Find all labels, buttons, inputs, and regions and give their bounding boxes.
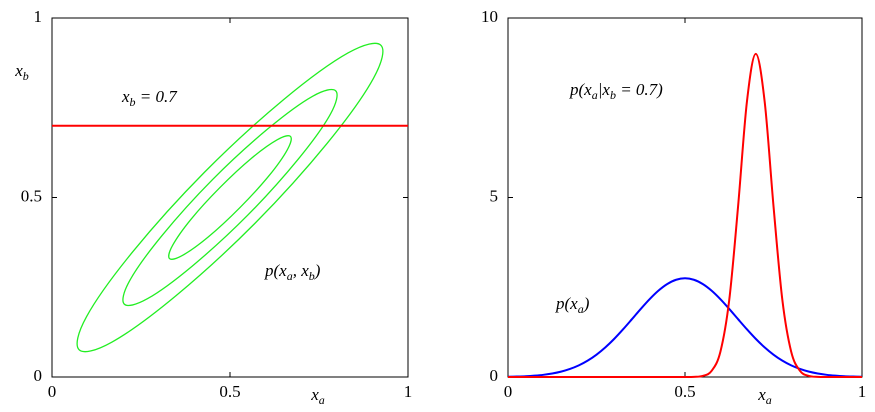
plot-frame — [51, 17, 409, 378]
y-tick-label: 5 — [490, 186, 499, 205]
text-part: a — [578, 302, 584, 316]
text-part: = 0.7 — [136, 87, 179, 106]
annotation: p(xa) — [555, 294, 590, 316]
text-part: b — [23, 69, 29, 83]
y-tick-label: 0 — [490, 366, 499, 385]
text-part: a — [766, 393, 772, 407]
contour-line — [122, 88, 338, 307]
text-part: a — [319, 393, 325, 407]
text-part: b — [309, 269, 315, 283]
text-part: p(x — [569, 80, 592, 99]
annotation: p(xa|xb = 0.7) — [569, 80, 663, 102]
text-part: ) — [583, 294, 590, 313]
text-part: x — [14, 61, 23, 80]
y-tick-label: 0.5 — [21, 186, 42, 205]
y-tick-label: 0 — [34, 366, 43, 385]
text-part: b — [130, 95, 136, 109]
contour-line — [76, 42, 384, 353]
y-axis-label: xb — [14, 61, 29, 83]
text-part: b — [610, 88, 616, 102]
text-part: p(x — [555, 294, 578, 313]
plot-frame — [507, 17, 863, 378]
x-tick-label: 0.5 — [219, 382, 240, 401]
text-part: |x — [598, 80, 611, 99]
x-tick-label: 0.5 — [674, 382, 695, 401]
annotation: xb = 0.7 — [121, 87, 178, 109]
text-part: x — [310, 385, 319, 404]
y-tick-label: 10 — [481, 7, 498, 26]
x-axis-label: xa — [757, 385, 772, 407]
text-part: = 0.7) — [616, 80, 663, 99]
text-part: p(x — [264, 261, 287, 280]
x-tick-label: 0 — [48, 382, 57, 401]
density-curve — [507, 277, 863, 378]
annotation: p(xa, xb) — [264, 261, 321, 283]
text-part: a — [287, 269, 293, 283]
text-part: , x — [293, 261, 310, 280]
text-part: x — [757, 385, 766, 404]
text-part: ) — [314, 261, 321, 280]
text-part: a — [592, 88, 598, 102]
density-curve — [508, 52, 862, 379]
x-axis-label: xa — [310, 385, 325, 407]
x-tick-label: 0 — [504, 382, 513, 401]
contour-line — [168, 135, 292, 260]
text-part: x — [121, 87, 130, 106]
x-tick-label: 1 — [404, 382, 413, 401]
x-tick-label: 1 — [858, 382, 867, 401]
y-tick-label: 1 — [34, 7, 43, 26]
